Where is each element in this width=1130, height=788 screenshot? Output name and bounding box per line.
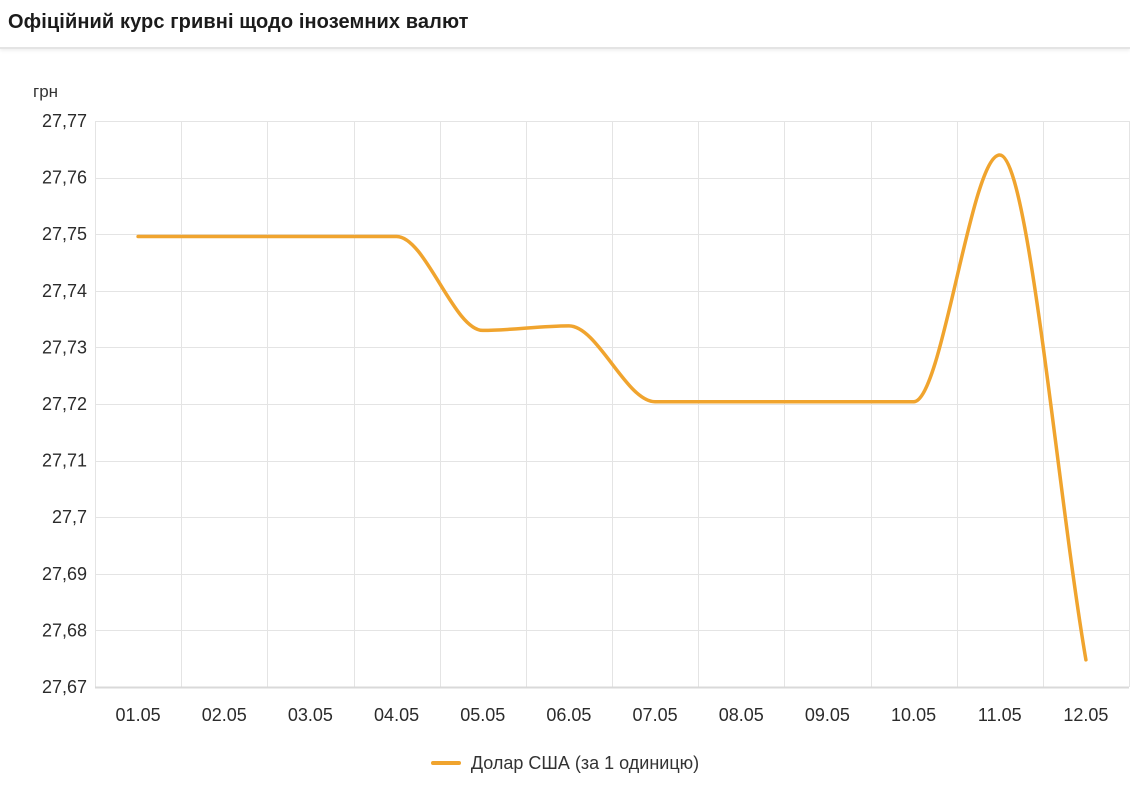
y-tick-label: 27,72 — [42, 394, 87, 414]
x-axis-labels: 01.05 02.05 03.05 04.05 05.05 06.05 07.05 08.05… — [116, 705, 1109, 725]
x-tick-label: 04.05 — [374, 705, 419, 725]
y-tick-label: 27,71 — [42, 451, 87, 471]
y-tick-label: 27,67 — [42, 677, 87, 697]
legend-item-usd[interactable]: Долар США (за 1 одиницю) — [430, 749, 700, 777]
y-tick-label: 27,69 — [42, 564, 87, 584]
y-tick-label: 27,76 — [42, 168, 87, 188]
header: Офіційний курс гривні щодо іноземних вал… — [0, 0, 1130, 49]
y-tick-label: 27,74 — [42, 281, 87, 301]
y-tick-label: 27,75 — [42, 224, 87, 244]
y-axis-labels: 27,77 27,76 27,75 27,74 27,73 27,72 27,71 27,7 2… — [42, 111, 87, 697]
x-tick-label: 06.05 — [546, 705, 591, 725]
x-tick-label: 10.05 — [891, 705, 936, 725]
x-tick-label: 11.05 — [978, 705, 1022, 725]
x-tick-label: 07.05 — [633, 705, 678, 725]
gridlines — [95, 121, 1130, 689]
series-line-usd — [136, 153, 1088, 662]
x-tick-label: 12.05 — [1063, 705, 1108, 725]
legend-label: Долар США (за 1 одиницю) — [470, 753, 700, 773]
legend-line-swatch-icon — [430, 761, 461, 765]
y-tick-label: 27,68 — [42, 620, 87, 640]
x-tick-label: 02.05 — [202, 705, 247, 725]
x-tick-label: 03.05 — [288, 705, 333, 725]
x-tick-label: 08.05 — [719, 705, 764, 725]
legend: Долар США (за 1 одиницю) — [0, 749, 1130, 777]
y-tick-label: 27,7 — [52, 507, 87, 527]
x-tick-label: 01.05 — [116, 705, 161, 725]
y-tick-label: 27,73 — [42, 337, 87, 357]
y-axis-unit-label: грн — [33, 82, 59, 101]
page-title: Офіційний курс гривні щодо іноземних вал… — [8, 11, 469, 33]
y-tick-label: 27,77 — [42, 111, 87, 131]
x-tick-label: 09.05 — [805, 705, 850, 725]
x-tick-label: 05.05 — [460, 705, 505, 725]
